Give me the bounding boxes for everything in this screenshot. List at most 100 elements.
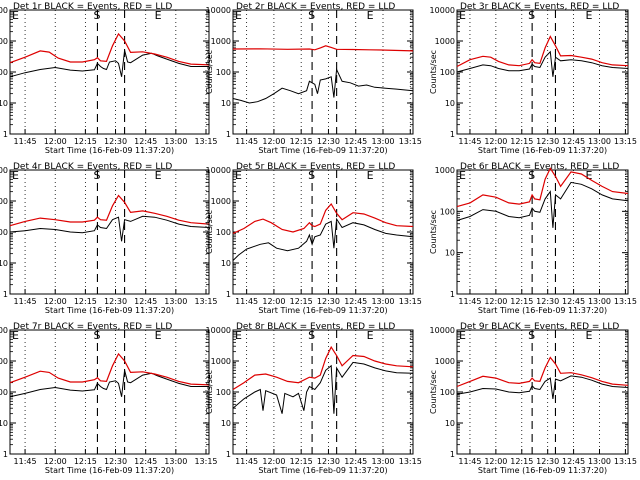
- x-tick-label: 12:00: [44, 297, 67, 306]
- x-tick-label: 12:30: [104, 297, 127, 306]
- y-axis-label: Counts/sec: [205, 210, 214, 254]
- marker-label: S: [93, 9, 100, 22]
- marker-label: E: [12, 169, 19, 182]
- marker-label: S: [528, 169, 535, 182]
- y-tick-label: 10: [0, 259, 8, 268]
- x-axis-label: Start Time (16-Feb-09 11:37:20): [45, 466, 174, 475]
- marker-label: S: [528, 329, 535, 342]
- x-tick-label: 13:00: [164, 457, 187, 466]
- plot-frame: [456, 9, 629, 135]
- marker-label: E: [235, 329, 242, 342]
- x-tick-label: 12:15: [74, 297, 97, 306]
- marker-label: E: [585, 169, 592, 182]
- y-tick-label: 10: [445, 249, 455, 258]
- y-tick-label: 10000: [430, 326, 455, 335]
- events-series-line: [232, 361, 414, 414]
- marker-label: E: [155, 9, 162, 22]
- y-tick-label: 1: [450, 450, 455, 459]
- lld-series-line: [456, 167, 629, 208]
- x-tick-label: 11:45: [14, 457, 37, 466]
- x-tick-label: 13:00: [164, 137, 187, 146]
- x-tick-label: 13:00: [164, 297, 187, 306]
- x-tick-label: 13:15: [194, 137, 217, 146]
- events-series-line: [456, 181, 629, 228]
- y-tick-label: 10: [0, 99, 8, 108]
- y-tick-label: 100: [216, 388, 231, 397]
- marker-label: E: [367, 9, 374, 22]
- x-tick-label: 13:15: [399, 137, 422, 146]
- x-tick-label: 12:15: [290, 297, 313, 306]
- lld-series-line: [232, 345, 414, 391]
- marker-label: S: [308, 9, 315, 22]
- y-tick-label: 1000: [211, 37, 231, 46]
- x-tick-label: 13:00: [588, 137, 611, 146]
- x-tick-label: 12:00: [44, 137, 67, 146]
- y-tick-label: 10: [221, 419, 231, 428]
- x-tick-label: 12:45: [562, 457, 585, 466]
- y-tick-label: 1: [3, 290, 8, 299]
- x-tick-label: 13:00: [588, 297, 611, 306]
- panel-title: Det 3r BLACK = Events, RED = LLD: [460, 2, 619, 12]
- x-tick-label: 11:45: [235, 297, 258, 306]
- marker-label: S: [308, 169, 315, 182]
- x-tick-label: 12:15: [74, 457, 97, 466]
- panel-title: Det 7r BLACK = Events, RED = LLD: [13, 322, 172, 332]
- y-tick-label: 10000: [0, 6, 8, 15]
- x-tick-label: 11:45: [458, 297, 481, 306]
- x-tick-label: 13:15: [614, 457, 637, 466]
- x-tick-label: 12:15: [510, 137, 533, 146]
- x-tick-label: 13:15: [614, 297, 637, 306]
- y-tick-label: 10: [0, 419, 8, 428]
- y-tick-label: 100: [440, 68, 455, 77]
- y-axis-label: Counts/sec: [205, 370, 214, 414]
- x-tick-label: 13:15: [399, 457, 422, 466]
- marker-label: E: [155, 329, 162, 342]
- y-tick-label: 10000: [0, 166, 8, 175]
- y-tick-label: 1000: [435, 37, 455, 46]
- marker-label: E: [12, 329, 19, 342]
- panel-title: Det 5r BLACK = Events, RED = LLD: [236, 162, 395, 172]
- lld-series-line: [456, 356, 629, 388]
- lld-series-line: [232, 45, 414, 52]
- x-axis-label: Start Time (16-Feb-09 11:37:20): [478, 466, 607, 475]
- panel-title: Det 4r BLACK = Events, RED = LLD: [13, 162, 172, 172]
- lld-series-line: [9, 194, 210, 227]
- y-tick-label: 10000: [0, 326, 8, 335]
- x-tick-label: 12:30: [317, 137, 340, 146]
- x-tick-label: 13:15: [614, 137, 637, 146]
- y-tick-label: 100: [0, 68, 8, 77]
- x-tick-label: 12:15: [510, 457, 533, 466]
- x-tick-label: 12:00: [262, 297, 285, 306]
- x-tick-label: 12:45: [344, 297, 367, 306]
- x-tick-label: 12:30: [536, 457, 559, 466]
- x-tick-label: 12:15: [290, 457, 313, 466]
- x-tick-label: 12:45: [344, 137, 367, 146]
- x-tick-label: 12:30: [104, 457, 127, 466]
- x-tick-label: 12:45: [344, 457, 367, 466]
- marker-label: E: [155, 169, 162, 182]
- x-tick-label: 12:00: [484, 137, 507, 146]
- y-tick-label: 1: [450, 130, 455, 139]
- x-axis-label: Start Time (16-Feb-09 11:37:20): [45, 146, 174, 155]
- plot-frame: [9, 9, 210, 135]
- marker-label: E: [12, 9, 19, 22]
- x-axis-label: Start Time (16-Feb-09 11:37:20): [258, 146, 387, 155]
- x-tick-label: 12:30: [536, 297, 559, 306]
- y-tick-label: 100: [440, 207, 455, 216]
- x-tick-label: 13:15: [399, 297, 422, 306]
- x-tick-label: 11:45: [14, 137, 37, 146]
- panel-title: Det 8r BLACK = Events, RED = LLD: [236, 322, 395, 332]
- y-tick-label: 1000: [211, 357, 231, 366]
- events-series-line: [9, 215, 210, 242]
- panel-title: Det 9r BLACK = Events, RED = LLD: [460, 322, 619, 332]
- y-tick-label: 100: [440, 388, 455, 397]
- y-tick-label: 1000: [0, 37, 8, 46]
- y-axis-label: Counts/sec: [429, 370, 438, 414]
- panel-title: Det 1r BLACK = Events, RED = LLD: [13, 2, 172, 12]
- y-tick-label: 100: [216, 228, 231, 237]
- y-tick-label: 10: [445, 419, 455, 428]
- plot-frame: [9, 169, 210, 295]
- marker-label: E: [235, 9, 242, 22]
